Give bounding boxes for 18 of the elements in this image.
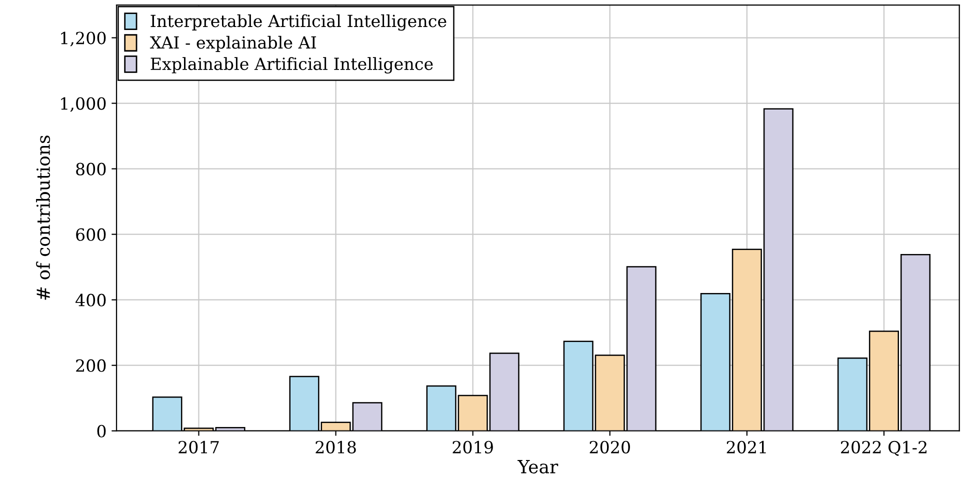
x-tick-label: 2019 <box>452 440 493 454</box>
x-tick-label: 2018 <box>316 440 356 454</box>
legend-label: XAI - explainable AI <box>150 36 316 52</box>
x-tick-label: 2022 Q1-2 <box>840 440 926 456</box>
x-tick-label: 2017 <box>178 440 219 454</box>
x-tick-label: 2020 <box>590 440 630 454</box>
y-tick-label: 0 <box>97 424 106 438</box>
x-tick-label: 2021 <box>726 440 766 454</box>
y-tick-label: 800 <box>76 162 106 176</box>
y-tick-label: 1,200 <box>61 32 106 46</box>
y-tick-label: 600 <box>76 228 106 241</box>
y-axis-title: # of contributions <box>36 136 50 300</box>
x-axis-title: Year <box>518 460 558 474</box>
y-tick-label: 400 <box>76 294 106 306</box>
legend-label: Interpretable Artificial Intelligence <box>150 14 446 31</box>
y-tick-label: 200 <box>76 359 106 372</box>
y-tick-label: 1,000 <box>61 97 106 112</box>
legend-label: Explainable Artificial Intelligence <box>150 57 433 74</box>
